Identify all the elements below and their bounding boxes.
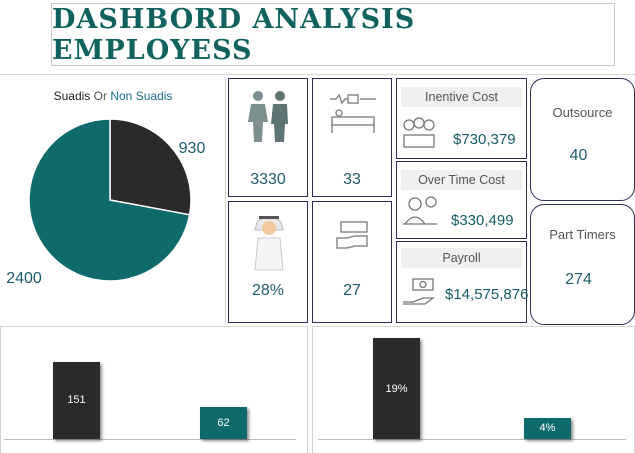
legend-saudis: Suadis [53,89,91,103]
worker-desk-icon [403,196,437,225]
incentive-cost-value: $730,379 [453,131,516,148]
legend-non-saudis: Non Suadis [110,89,173,103]
pie-slice-1 [109,118,192,216]
payroll-label: Payroll [401,248,522,268]
bar-chart-2-bar-1: 19% [373,338,420,439]
clock-hand-icon [336,221,368,249]
outsource-label: Outsource [552,105,613,120]
outsource-card: Outsource 40 [530,78,635,201]
bar-chart-1-label-2: 62 [217,417,230,430]
overtime-cost-label: Over Time Cost [401,170,522,190]
pie-slice-2 [28,118,191,282]
money-icon [403,117,435,148]
bar-chart-2-label-1: 19% [385,382,408,395]
bar-chart-2-label-2: 4% [539,422,556,435]
legend-or: Or [93,89,107,103]
hospital-bed-icon [330,93,376,133]
bar-chart-1-bar-1: 151 [53,361,100,439]
people-icon [248,91,288,142]
bar-chart-1-label-1: 151 [67,394,86,407]
pie-label-non-saudis: 2400 [6,270,42,287]
overtime-cost-value: $330,499 [451,212,514,229]
title-box: DASHBORD ANALYSIS EMPLOYESS [51,3,615,66]
sick-value: 33 [343,171,361,188]
bar-chart-2-bar-2: 4% [524,417,571,439]
divider [0,74,635,75]
parttimers-value: 274 [565,271,592,288]
employees-card: 3330 [228,78,308,197]
payroll-card: Payroll $14,575,876 [396,241,529,323]
hand-money-icon [403,278,435,305]
pie-chart-panel [0,78,226,323]
bar-chart-1-axis [4,439,296,440]
bar-chart-1-panel [0,326,308,453]
absence-value: 27 [343,282,361,299]
payroll-value: $14,575,876 [445,286,529,303]
pie-chart [28,118,192,282]
bar-chart-1-bar-2: 62 [200,407,247,439]
sick-card: 33 [312,78,392,197]
pie-legend: Suadis Or Non Suadis [0,89,226,103]
incentive-cost-label: Inentive Cost [401,87,522,107]
saudi-person-icon [254,216,284,271]
overtime-cost-card: Over Time Cost $330,499 [396,161,527,239]
incentive-cost-card: Inentive Cost $730,379 [396,78,527,159]
absence-card: 27 [312,201,392,323]
bar-chart-2-axis [318,439,626,440]
outsource-value: 40 [569,147,588,164]
parttimers-label: Part Timers [549,227,616,242]
saudization-value: 28% [251,282,285,299]
saudization-card: 28% [228,201,308,323]
page-title: DASHBORD ANALYSIS EMPLOYESS [52,3,416,66]
parttimers-card: Part Timers 274 [530,204,635,325]
employees-value: 3330 [250,171,286,188]
pie-label-saudis: 930 [178,140,206,157]
bar-chart-2-panel [312,326,635,453]
